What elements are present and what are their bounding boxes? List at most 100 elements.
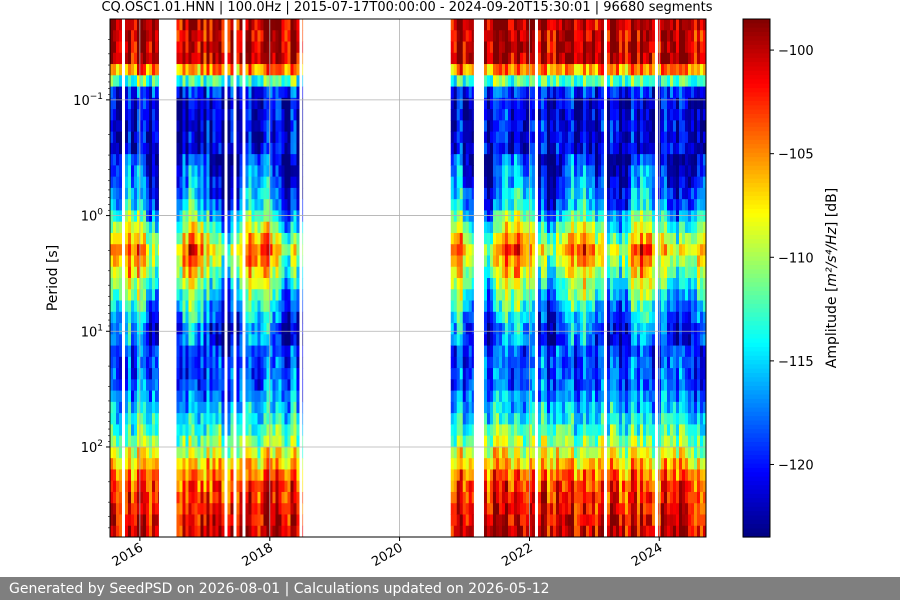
spectrogram-cell: [251, 120, 255, 133]
spectrogram-cell: [131, 401, 135, 414]
spectrogram-cell: [465, 435, 470, 448]
spectrogram-cell: [290, 323, 294, 335]
spectrogram-cell: [143, 458, 147, 470]
spectrogram-cell: [218, 266, 222, 279]
spectrogram-cell: [179, 176, 183, 189]
spectrogram-cell: [131, 221, 135, 234]
spectrogram-cell: [296, 266, 300, 279]
spectrogram-cell: [146, 289, 150, 302]
spectrogram-cell: [504, 300, 509, 313]
spectrogram-cell: [188, 232, 192, 245]
spectrogram-cell: [203, 165, 207, 178]
spectrogram-cell: [185, 503, 189, 515]
spectrogram-cell: [284, 232, 288, 245]
spectrogram-cell: [146, 503, 150, 515]
spectrogram-cell: [507, 109, 512, 121]
spectrogram-cell: [516, 86, 521, 99]
spectrogram-cell: [549, 52, 554, 65]
spectrogram-cell: [528, 311, 533, 324]
spectrogram-cell: [549, 19, 554, 31]
spectrogram-cell: [209, 424, 213, 437]
spectrogram-cell: [245, 469, 249, 482]
spectrogram-cell: [248, 503, 252, 515]
spectrogram-cell: [555, 514, 560, 527]
spectrogram-cell: [603, 52, 608, 65]
spectrogram-cell: [275, 491, 279, 504]
spectrogram-cell: [203, 109, 207, 121]
spectrogram-cell: [155, 311, 159, 324]
spectrogram-cell: [266, 131, 270, 144]
spectrogram-cell: [119, 458, 123, 470]
spectrogram-cell: [155, 210, 159, 223]
spectrogram-cell: [155, 401, 159, 414]
spectrogram-cell: [191, 334, 195, 347]
spectrogram-cell: [194, 187, 198, 200]
spectrogram-cell: [251, 390, 255, 403]
spectrogram-cell: [537, 491, 542, 504]
spectrogram-cell: [254, 289, 258, 302]
spectrogram-cell: [450, 514, 455, 527]
spectrogram-cell: [507, 64, 512, 76]
spectrogram-cell: [239, 187, 243, 200]
spectrogram-cell: [287, 75, 291, 88]
spectrogram-cell: [495, 221, 500, 234]
spectrogram-cell: [450, 458, 455, 470]
spectrogram-cell: [450, 131, 455, 144]
spectrogram-cell: [468, 289, 473, 302]
spectrogram-cell: [579, 210, 584, 223]
spectrogram-cell: [251, 41, 255, 54]
spectrogram-cell: [507, 368, 512, 380]
spectrogram-cell: [597, 142, 602, 155]
spectrogram-cell: [483, 64, 488, 76]
spectrogram-cell: [468, 469, 473, 482]
spectrogram-cell: [257, 109, 261, 121]
spectrogram-cell: [555, 232, 560, 245]
spectrogram-cell: [278, 491, 282, 504]
spectrogram-cell: [462, 334, 467, 347]
spectrogram-cell: [582, 131, 587, 144]
spectrogram-cell: [125, 424, 129, 437]
spectrogram-cell: [450, 435, 455, 448]
spectrogram-cell: [561, 503, 566, 515]
spectrogram-cell: [131, 514, 135, 527]
spectrogram-cell: [540, 142, 545, 155]
spectrogram-cell: [203, 356, 207, 369]
spectrogram-cell: [251, 345, 255, 358]
spectrogram-cell: [489, 210, 494, 223]
spectrogram-cell: [134, 64, 138, 76]
spectrogram-cell: [143, 503, 147, 515]
spectrogram-cell: [194, 289, 198, 302]
spectrogram-cell: [176, 187, 180, 200]
spectrogram-cell: [113, 52, 117, 65]
spectrogram-cell: [266, 311, 270, 324]
spectrogram-cell: [263, 446, 267, 459]
spectrogram-cell: [486, 469, 491, 482]
spectrogram-cell: [591, 210, 596, 223]
spectrogram-cell: [513, 221, 518, 234]
spectrogram-cell: [221, 176, 225, 189]
spectrogram-cell: [582, 255, 587, 268]
spectrogram-cell: [284, 503, 288, 515]
spectrogram-cell: [296, 356, 300, 369]
spectrogram-cell: [504, 480, 509, 493]
spectrogram-cell: [287, 446, 291, 459]
spectrogram-cell: [248, 390, 252, 403]
spectrogram-cell: [110, 435, 114, 448]
spectrogram-cell: [182, 289, 186, 302]
spectrogram-cell: [549, 86, 554, 99]
spectrogram-cell: [143, 19, 147, 31]
spectrogram-cell: [188, 435, 192, 448]
spectrogram-cell: [266, 424, 270, 437]
spectrogram-cell: [281, 278, 285, 290]
spectrogram-cell: [149, 368, 153, 380]
spectrogram-cell: [134, 458, 138, 470]
spectrogram-cell: [158, 446, 159, 459]
spectrogram-cell: [296, 368, 300, 380]
spectrogram-cell: [251, 165, 255, 178]
spectrogram-cell: [561, 334, 566, 347]
spectrogram-cell: [534, 300, 539, 313]
spectrogram-cell: [155, 142, 159, 155]
spectrogram-cell: [483, 424, 488, 437]
spectrogram-cell: [504, 199, 509, 211]
spectrogram-cell: [224, 244, 228, 256]
